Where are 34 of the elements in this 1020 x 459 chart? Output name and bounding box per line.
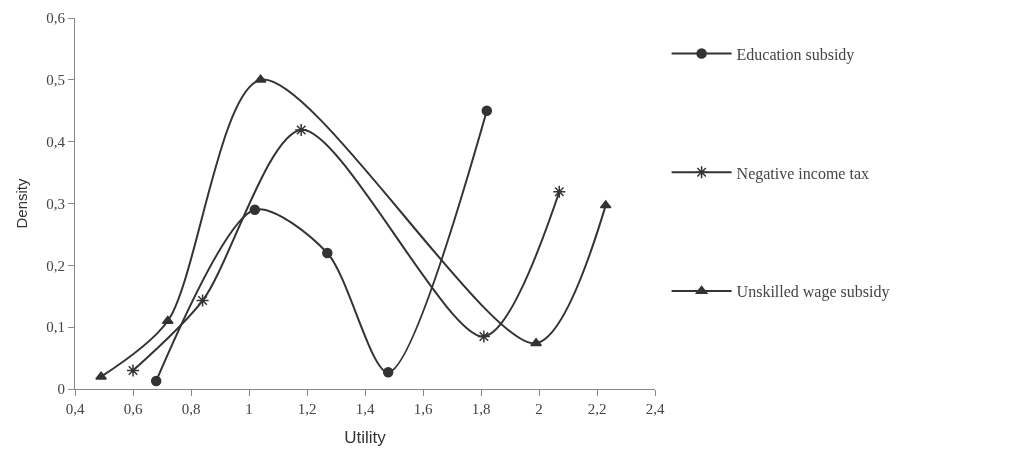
y-tick-label: 0,1 — [46, 319, 65, 336]
point — [477, 329, 491, 344]
point — [322, 247, 333, 259]
x-tick-label: 0,6 — [123, 401, 143, 417]
y-tick-label: 0 — [57, 381, 65, 398]
x-tick-label: 1 — [245, 401, 253, 417]
point — [249, 204, 261, 215]
legend-label: Unskilled wage subsidy — [736, 283, 890, 302]
x-tick-label: 0,4 — [65, 401, 85, 417]
x-axis-title: Utility — [344, 428, 387, 448]
legend-label: Education subsidy — [736, 45, 855, 64]
x-tick-label: 1,6 — [413, 401, 433, 417]
x-tick-label: 1,4 — [355, 401, 375, 417]
legend-label: Negative income tax — [736, 164, 869, 183]
x-tick-label: 1,2 — [297, 401, 317, 417]
point — [150, 375, 162, 387]
y-axis-title: Density — [12, 178, 30, 229]
point — [552, 185, 567, 199]
x-tick-label: 2 — [535, 401, 543, 417]
y-tick-label: 0,4 — [46, 133, 66, 150]
point — [195, 293, 210, 308]
x-tick-label: 0,8 — [181, 401, 201, 417]
y-tick-label: 0,5 — [46, 72, 65, 89]
y-tick-label: 0,3 — [46, 195, 65, 212]
point — [382, 367, 394, 378]
point — [530, 337, 543, 347]
y-tick-label: 0,6 — [46, 10, 66, 27]
point — [126, 363, 140, 378]
point — [294, 123, 308, 137]
x-tick-label: 2,4 — [645, 401, 665, 417]
x-tick-label: 1,8 — [471, 401, 491, 417]
x-tick-label: 2,2 — [587, 401, 607, 417]
point — [481, 105, 493, 116]
y-tick-label: 0,2 — [46, 257, 65, 274]
